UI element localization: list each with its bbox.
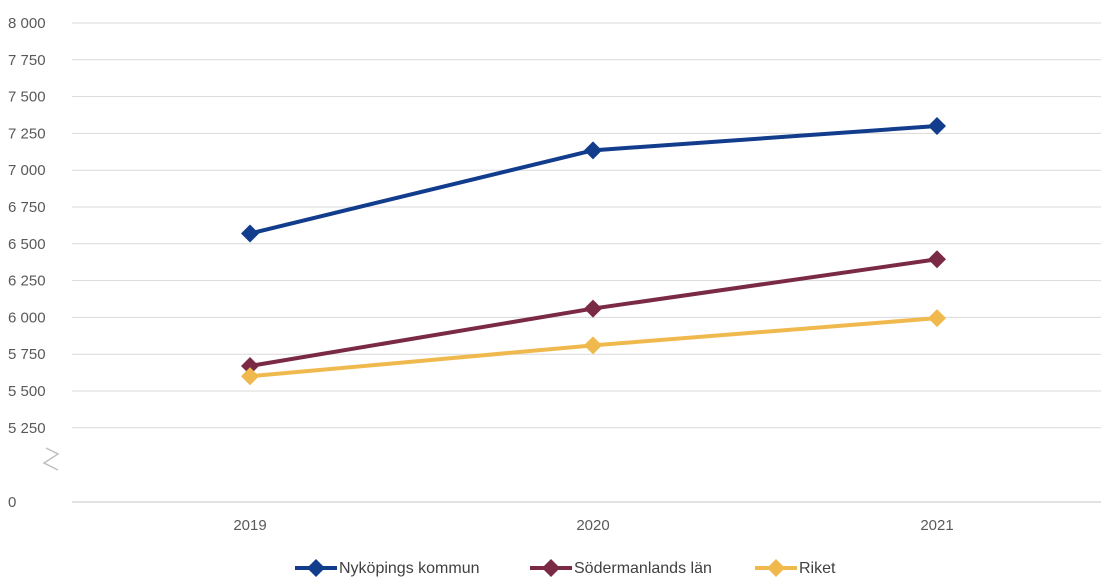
data-point (241, 367, 259, 386)
y-tick-label: 5 500 (8, 383, 46, 400)
legend-label: Södermanlands län (574, 560, 712, 577)
data-point (584, 336, 602, 355)
legend: Nyköpings kommun Södermanlands län Riket (295, 559, 836, 577)
legend-marker (767, 559, 785, 577)
x-axis: 2019 2020 2021 (233, 517, 953, 534)
y-tick-label: 7 250 (8, 125, 46, 142)
data-point (241, 224, 259, 243)
y-tick-label: 7 500 (8, 89, 46, 106)
legend-marker (542, 559, 560, 577)
y-tick-label: 5 750 (8, 346, 46, 363)
data-point (584, 141, 602, 160)
y-tick-label: 0 (8, 494, 16, 511)
data-point (928, 250, 946, 269)
y-tick-label: 6 500 (8, 236, 46, 253)
x-tick-label: 2021 (920, 517, 953, 534)
data-point (928, 117, 946, 136)
x-tick-label: 2019 (233, 517, 266, 534)
data-point (241, 356, 259, 375)
data-point (928, 309, 946, 328)
y-tick-label: 8 000 (8, 15, 46, 32)
y-tick-label: 7 000 (8, 162, 46, 179)
y-tick-label: 7 750 (8, 52, 46, 69)
y-axis: 8 000 7 750 7 500 7 250 7 000 6 750 6 500 6 250… (8, 15, 46, 511)
y-tick-label: 6 000 (8, 309, 46, 326)
series-lines (241, 117, 946, 386)
axis-break-icon (42, 447, 60, 471)
legend-marker (307, 559, 325, 577)
data-point (584, 299, 602, 318)
y-tick-label: 6 750 (8, 199, 46, 216)
y-tick-label: 6 250 (8, 273, 46, 290)
gridlines (72, 22, 1101, 503)
legend-label: Nyköpings kommun (339, 560, 480, 577)
x-tick-label: 2020 (576, 517, 609, 534)
y-tick-label: 5 250 (8, 420, 46, 437)
legend-label: Riket (799, 560, 836, 577)
